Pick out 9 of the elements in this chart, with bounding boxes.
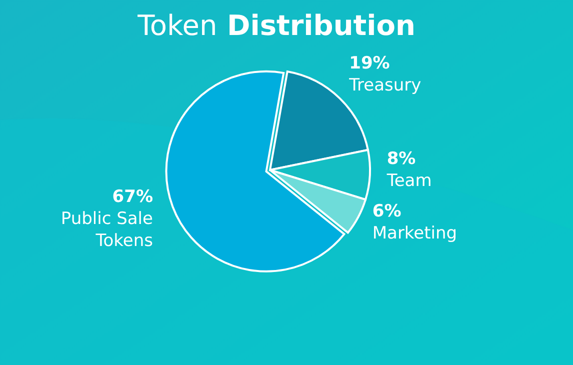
slice-label: Public Sale Tokens bbox=[60, 208, 154, 251]
slice-label: Treasury bbox=[348, 75, 422, 96]
slice-label: Marketing bbox=[372, 224, 458, 244]
slice-label: Team bbox=[386, 171, 432, 192]
data-label: 67% bbox=[112, 186, 153, 207]
data-label: 8% bbox=[386, 149, 416, 170]
data-label: 19% bbox=[349, 53, 390, 74]
chart-title: Token Distribution bbox=[136, 9, 416, 42]
data-label: 6% bbox=[372, 202, 402, 222]
